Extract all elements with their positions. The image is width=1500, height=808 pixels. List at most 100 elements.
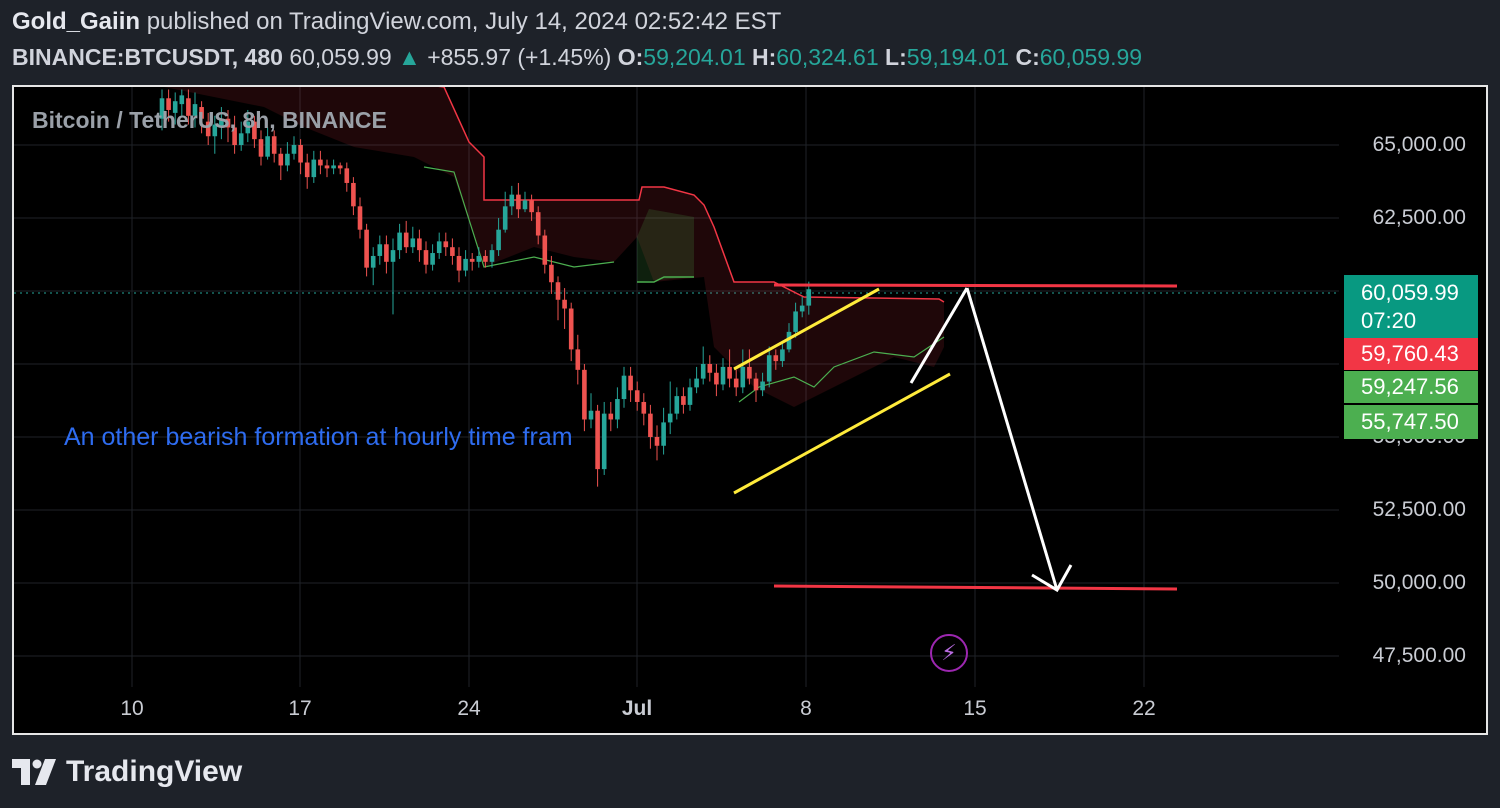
tv-logo-icon bbox=[12, 759, 56, 785]
candle-body bbox=[245, 121, 251, 134]
candle-body bbox=[370, 255, 376, 268]
candle-body bbox=[450, 247, 455, 256]
red-price-label: 59,760.43 bbox=[1344, 338, 1478, 370]
candle-body bbox=[469, 258, 475, 262]
candle-body bbox=[747, 366, 752, 379]
candle-body bbox=[212, 124, 218, 137]
candle-body bbox=[311, 159, 317, 178]
candle-body bbox=[766, 355, 772, 382]
open-label: O: bbox=[617, 44, 644, 70]
candle-body bbox=[641, 401, 647, 414]
candle-body bbox=[628, 375, 633, 391]
candle-body bbox=[166, 98, 171, 110]
candle-body bbox=[271, 136, 277, 154]
trend-fill-green bbox=[637, 209, 694, 282]
candle-body bbox=[502, 206, 508, 230]
publish-info: Gold_Gaiin published on TradingView.com,… bbox=[12, 8, 781, 36]
candle-body bbox=[694, 378, 699, 388]
close-label: C: bbox=[1015, 44, 1040, 70]
channel-lower-line bbox=[733, 372, 951, 495]
candle-body bbox=[555, 282, 561, 300]
candle-body bbox=[496, 229, 501, 251]
white-up-line bbox=[909, 287, 969, 384]
candle-body bbox=[687, 387, 693, 405]
y-tick-47500: 47,500.00 bbox=[1372, 644, 1466, 667]
resistance-line bbox=[773, 283, 1178, 288]
candle-body bbox=[780, 349, 785, 362]
candle-body bbox=[410, 238, 416, 248]
candle-body bbox=[707, 364, 713, 373]
candle-body bbox=[568, 308, 574, 350]
candle-body bbox=[489, 250, 495, 262]
symbol-label[interactable]: BINANCE:BTCUSDT, 480 bbox=[12, 44, 283, 70]
bar-countdown: 07:20 bbox=[1361, 308, 1417, 333]
candle-body bbox=[417, 238, 422, 251]
candle-body bbox=[384, 244, 389, 262]
candle-body bbox=[199, 107, 204, 119]
candle-body bbox=[430, 253, 435, 265]
candle-body bbox=[773, 355, 779, 362]
candle-body bbox=[456, 255, 462, 271]
candle-body bbox=[159, 98, 165, 119]
low-label: L: bbox=[885, 44, 907, 70]
current-price-label: 60,059.99 07:20 bbox=[1344, 275, 1478, 339]
chart-legend[interactable]: Bitcoin / TetherUS, 8h, BINANCE bbox=[32, 107, 387, 133]
x-tick-10: 10 bbox=[120, 697, 144, 720]
candle-body bbox=[344, 168, 350, 183]
candle-body bbox=[667, 413, 673, 423]
candle-body bbox=[397, 232, 402, 251]
candle-body bbox=[681, 396, 686, 405]
up-triangle-icon: ▲ bbox=[398, 44, 421, 70]
candle-body bbox=[575, 349, 581, 370]
trend-line-green bbox=[637, 276, 694, 283]
arrow-head bbox=[1031, 564, 1073, 593]
low-value: 59,194.01 bbox=[906, 44, 1010, 70]
chart-canvas[interactable] bbox=[14, 87, 1486, 733]
candle-body bbox=[634, 390, 640, 402]
candle-body bbox=[258, 139, 264, 157]
candle-body bbox=[423, 250, 429, 265]
chart-area[interactable]: Bitcoin / TetherUS, 8h, BINANCE An other… bbox=[12, 85, 1488, 735]
open-value: 59,204.01 bbox=[643, 44, 746, 70]
candle-body bbox=[535, 212, 541, 236]
candle-body bbox=[549, 264, 554, 283]
author-name[interactable]: Gold_Gaiin bbox=[12, 8, 141, 35]
close-value: 60,059.99 bbox=[1039, 44, 1143, 70]
candle-body bbox=[483, 255, 488, 262]
x-tick-17: 17 bbox=[288, 697, 312, 720]
candle-body bbox=[582, 369, 587, 420]
candle-body bbox=[608, 413, 614, 420]
candle-body bbox=[615, 399, 620, 420]
candle-body bbox=[562, 299, 567, 309]
candle-body bbox=[740, 366, 746, 388]
published-text: published on TradingView.com, July 14, 2… bbox=[146, 8, 782, 35]
lightning-icon[interactable]: ⚡ bbox=[930, 634, 968, 672]
candle-body bbox=[648, 413, 653, 437]
candle-body bbox=[753, 378, 759, 391]
candle-body bbox=[760, 381, 765, 391]
moving-average-line bbox=[423, 166, 615, 268]
candle-body bbox=[252, 121, 257, 140]
candle-body bbox=[476, 255, 482, 262]
candle-body bbox=[238, 133, 244, 145]
y-tick-65000: 65,000.00 bbox=[1372, 133, 1466, 156]
candle-body bbox=[654, 437, 660, 446]
annotation-text[interactable]: An other bearish formation at hourly tim… bbox=[64, 423, 573, 451]
y-tick-62500: 62,500.00 bbox=[1372, 206, 1466, 229]
candle-body bbox=[278, 153, 284, 166]
x-tick-15: 15 bbox=[963, 697, 987, 720]
candle-body bbox=[661, 422, 666, 446]
candle-body bbox=[720, 366, 726, 385]
candle-body bbox=[727, 366, 732, 379]
trend-fill-red bbox=[164, 87, 944, 407]
y-tick-50000: 50,000.00 bbox=[1372, 571, 1466, 594]
tradingview-logo[interactable]: TradingView bbox=[12, 752, 242, 792]
green-price-label-1: 59,247.56 bbox=[1344, 371, 1478, 403]
x-tick-22: 22 bbox=[1132, 697, 1156, 720]
candle-body bbox=[351, 182, 356, 207]
candle-body bbox=[304, 162, 310, 178]
candle-body bbox=[331, 165, 336, 169]
candle-body bbox=[337, 165, 343, 169]
candle-body bbox=[364, 229, 369, 268]
candle-body bbox=[192, 104, 198, 116]
